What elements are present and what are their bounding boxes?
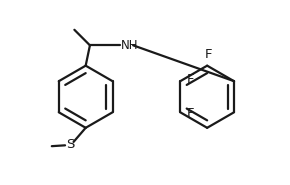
Text: F: F — [186, 107, 194, 120]
Text: S: S — [66, 138, 74, 151]
Text: NH: NH — [121, 39, 139, 52]
Text: F: F — [186, 73, 194, 86]
Text: F: F — [205, 48, 212, 60]
